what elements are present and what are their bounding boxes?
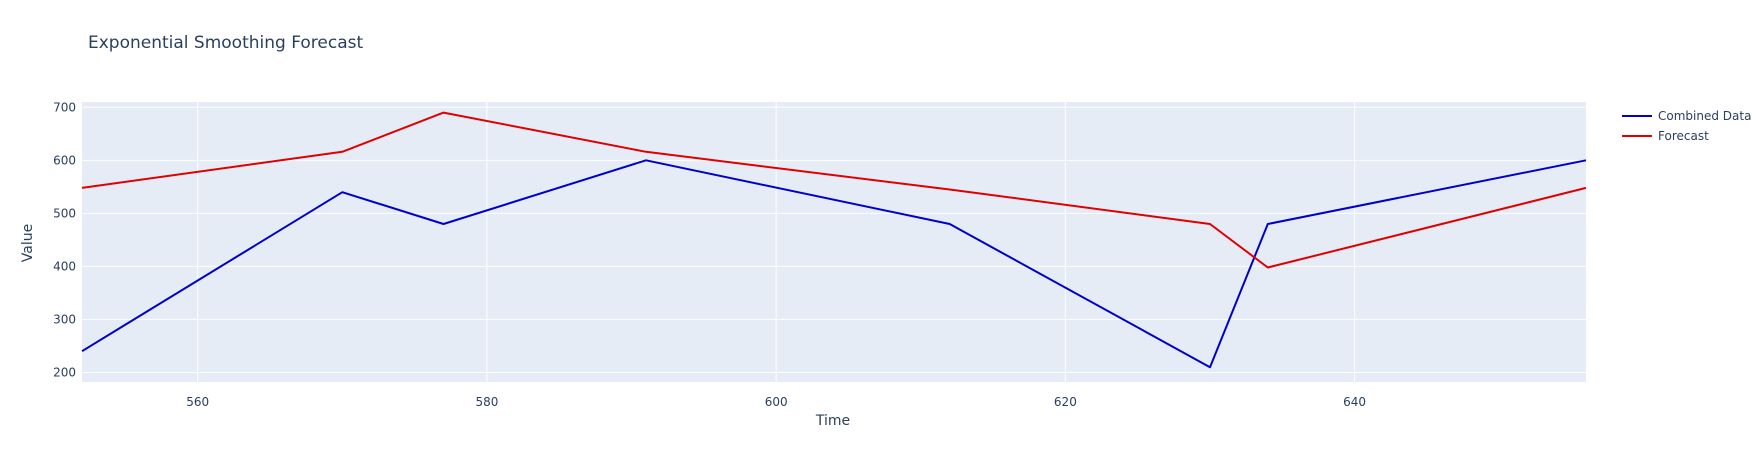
y-tick-label: 300 — [53, 312, 76, 326]
series-lines — [81, 111, 1587, 369]
plot-area — [82, 102, 1586, 382]
y-tick-label: 400 — [53, 259, 76, 273]
x-tick-label: 580 — [475, 395, 498, 409]
x-gridlines — [197, 102, 1356, 382]
legend-label: Combined Data — [1658, 109, 1751, 123]
y-gridlines — [82, 106, 1586, 373]
legend-item[interactable]: Combined Data — [1622, 109, 1751, 123]
y-tick-label: 200 — [53, 365, 76, 379]
x-tick-label: 600 — [765, 395, 788, 409]
series-line-2 — [81, 111, 1587, 269]
y-tick-label: 700 — [53, 100, 76, 114]
y-tick-label: 600 — [53, 153, 76, 167]
y-axis-title: Value — [20, 224, 36, 262]
x-tick-label: 640 — [1343, 395, 1366, 409]
legend[interactable]: Combined Data Forecast — [1622, 109, 1751, 143]
x-axis-title: Time — [815, 413, 850, 429]
x-tick-label: 560 — [186, 395, 209, 409]
x-axis-ticks: 560 580 600 620 640 — [186, 395, 1366, 409]
y-tick-label: 500 — [53, 206, 76, 220]
y-axis-ticks: 200 300 400 500 600 700 — [53, 100, 76, 379]
x-tick-label: 620 — [1054, 395, 1077, 409]
legend-item[interactable]: Forecast — [1622, 129, 1709, 143]
chart-title: Exponential Smoothing Forecast — [88, 33, 363, 53]
legend-label: Forecast — [1658, 129, 1709, 143]
series-line-1 — [81, 159, 1587, 369]
